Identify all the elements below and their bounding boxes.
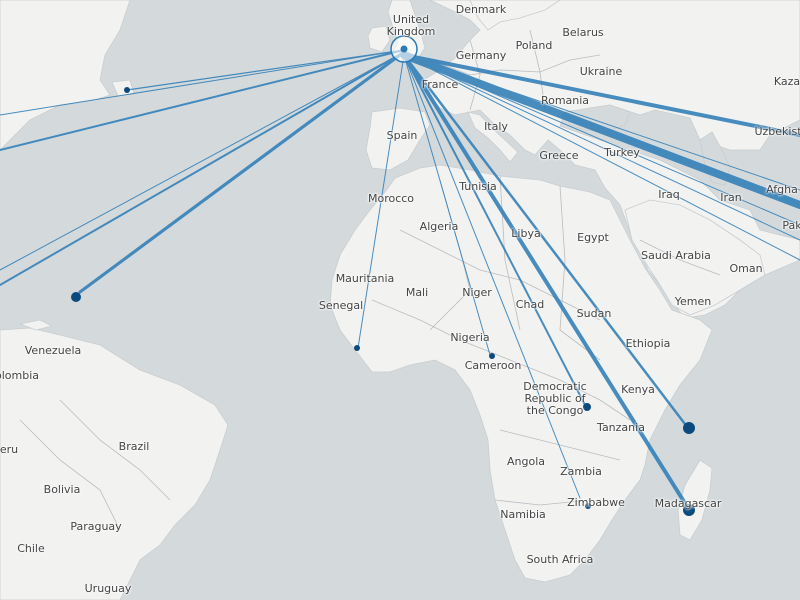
flow-caribbean-west-1 bbox=[0, 51, 405, 271]
flow-pakistan bbox=[403, 54, 800, 241]
flow-iraq bbox=[403, 54, 800, 191]
marker-kenya[interactable] bbox=[683, 422, 695, 434]
madagascar-island bbox=[677, 459, 713, 541]
iberia bbox=[365, 107, 431, 171]
flow-caribbean-west-2 bbox=[0, 51, 405, 286]
origin-marker[interactable] bbox=[390, 35, 418, 63]
marker-drc[interactable] bbox=[583, 403, 591, 411]
destination-markers bbox=[71, 87, 695, 516]
africa-landmass bbox=[329, 164, 713, 583]
italy bbox=[467, 111, 519, 163]
marker-sierra-leone[interactable] bbox=[354, 345, 360, 351]
marker-madagascar[interactable] bbox=[683, 504, 695, 516]
flow-newfoundland bbox=[126, 49, 405, 91]
ireland bbox=[367, 25, 391, 53]
marker-zimbabwe[interactable] bbox=[585, 503, 591, 509]
flow-middle-east bbox=[403, 54, 800, 261]
flow-sierra-leone bbox=[357, 54, 405, 349]
marker-cameroon[interactable] bbox=[489, 353, 495, 359]
flow-caribbean bbox=[78, 50, 406, 294]
flow-iran bbox=[403, 54, 800, 226]
marker-newfoundland[interactable] bbox=[124, 87, 130, 93]
flow-madagascar bbox=[402, 53, 690, 510]
flow-us-east bbox=[0, 49, 405, 151]
flow-north-america-west bbox=[0, 49, 405, 116]
flow-drc bbox=[403, 54, 586, 406]
marker-caribbean[interactable] bbox=[71, 292, 81, 302]
flow-cameroon bbox=[403, 54, 491, 356]
flow-russia bbox=[402, 53, 800, 137]
north-america-landmass bbox=[0, 0, 131, 151]
flow-afghanistan bbox=[400, 51, 800, 209]
scandinavia bbox=[469, 0, 561, 31]
flow-kenya bbox=[402, 53, 690, 430]
south-america-landmass bbox=[0, 327, 229, 600]
flow-lines bbox=[0, 49, 800, 510]
caribbean-island bbox=[18, 319, 54, 331]
flow-cameroon-b bbox=[403, 54, 581, 499]
arabian-peninsula bbox=[624, 199, 766, 316]
